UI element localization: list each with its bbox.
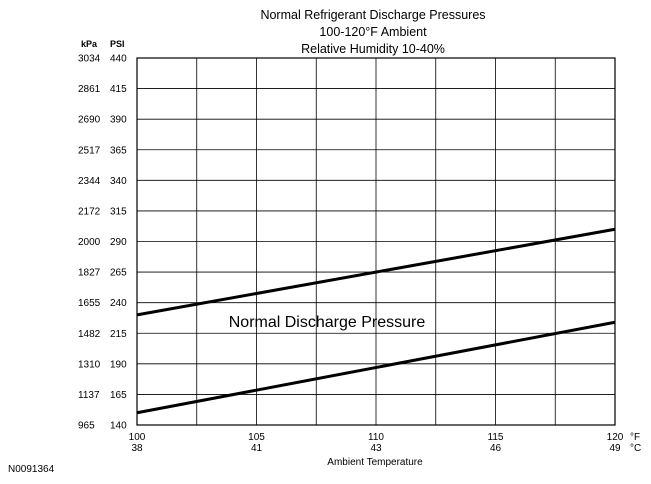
x-tick-label-c: 49 <box>609 443 621 454</box>
y-tick-label-psi: 390 <box>110 115 127 126</box>
y-tick-label-psi: 440 <box>110 54 127 65</box>
y-tick-label-kpa: 1827 <box>78 268 101 279</box>
x-tick-label-f: 110 <box>368 432 384 443</box>
y-tick-label-kpa: 1655 <box>78 298 101 309</box>
y-tick-label-kpa: 1482 <box>78 329 101 340</box>
y-tick-labels: 440 3034 415 2861 390 2690 365 2517 340 2344 315 21… <box>78 54 127 432</box>
y-tick-label-psi: 140 <box>110 421 127 432</box>
x-tick-label-c: 38 <box>131 443 143 454</box>
y-tick-label-psi: 215 <box>110 329 127 340</box>
figure-id: N0091364 <box>8 464 55 475</box>
y-tick-label-kpa: 2000 <box>78 237 101 248</box>
upper-limit-line <box>136 227 616 317</box>
x-tick-label-c: 46 <box>490 443 502 454</box>
y-unit-psi: PSI <box>110 39 125 49</box>
y-tick-label-psi: 190 <box>110 359 127 370</box>
grid-lines <box>137 58 615 425</box>
y-tick-label-psi: 365 <box>110 145 127 156</box>
y-tick-label-psi: 340 <box>110 176 127 187</box>
y-tick-label-kpa: 2861 <box>78 84 101 95</box>
y-tick-label-kpa: 2344 <box>78 176 101 187</box>
lower-limit-line <box>136 320 616 415</box>
y-tick-label-kpa: 965 <box>78 421 95 432</box>
x-unit-f: °F <box>630 432 640 443</box>
y-tick-label-kpa: 2172 <box>78 206 101 217</box>
y-tick-label-psi: 240 <box>110 298 127 309</box>
y-tick-label-kpa: 1310 <box>78 359 101 370</box>
chart-title-line-2: 100-120°F Ambient <box>319 25 427 39</box>
y-tick-label-kpa: 2517 <box>78 145 101 156</box>
y-tick-label-psi: 265 <box>110 268 127 279</box>
chart-title-line-1: Normal Refrigerant Discharge Pressures <box>260 8 485 22</box>
y-tick-label-psi: 290 <box>110 237 127 248</box>
x-tick-label-f: 115 <box>488 432 504 443</box>
series-lines <box>136 227 616 415</box>
y-tick-label-psi: 415 <box>110 84 127 95</box>
plot-frame <box>136 57 616 426</box>
y-tick-label-psi: 315 <box>110 206 127 217</box>
y-tick-label-psi: 165 <box>110 390 127 401</box>
x-tick-label-f: 120 <box>607 432 624 443</box>
y-tick-label-kpa: 1137 <box>78 390 100 401</box>
y-unit-kpa: kPa <box>81 39 98 49</box>
x-tick-label-c: 41 <box>251 443 263 454</box>
x-tick-label-c: 43 <box>370 443 382 454</box>
y-tick-label-kpa: 2690 <box>78 115 101 126</box>
band-label: Normal Discharge Pressure <box>229 314 426 331</box>
y-tick-label-kpa: 3034 <box>78 54 101 65</box>
chart-title-line-3: Relative Humidity 10-40% <box>301 42 445 56</box>
x-axis-label: Ambient Temperature <box>327 457 423 468</box>
x-unit-c: °C <box>630 443 641 454</box>
x-tick-label-f: 100 <box>129 432 146 443</box>
x-tick-label-f: 105 <box>248 432 265 443</box>
